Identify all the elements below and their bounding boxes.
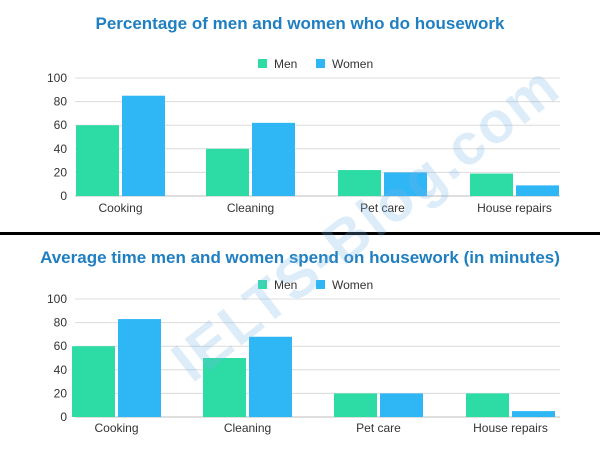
legend-label-women: Women <box>332 57 373 71</box>
legend-swatch-women <box>316 280 325 289</box>
legend-swatch-men <box>258 59 267 68</box>
x-category-label: House repairs <box>473 421 548 435</box>
legend-label-men: Men <box>274 57 297 71</box>
legend-swatch-men <box>258 280 267 289</box>
bar-men-cooking <box>76 125 119 196</box>
bar-men-cleaning <box>203 358 246 417</box>
bar-men-house-repairs <box>470 173 513 196</box>
y-tick-label: 60 <box>54 118 68 132</box>
x-category-label: House repairs <box>477 201 552 215</box>
y-tick-label: 0 <box>60 410 67 424</box>
legend-label-men: Men <box>274 278 297 292</box>
y-tick-label: 40 <box>54 142 68 156</box>
chart-panel-housework-time: Average time men and women spend on hous… <box>0 236 600 450</box>
x-category-label: Cooking <box>98 201 142 215</box>
chart-title: Average time men and women spend on hous… <box>40 248 560 267</box>
bar-chart-housework-time: 0 20 40 60 80 100 Cooking Cleaning Pet care House… <box>47 278 560 435</box>
x-category-label: Cooking <box>94 421 138 435</box>
bar-women-cooking <box>122 95 165 196</box>
bar-women-cleaning <box>252 122 295 196</box>
y-tick-label: 60 <box>54 339 68 353</box>
legend-label-women: Women <box>332 278 373 292</box>
y-tick-label: 0 <box>60 189 67 203</box>
bar-chart-housework-percentage: 0 20 40 60 80 100 Cooking Cleaning Pet care House… <box>47 57 560 215</box>
x-category-label: Cleaning <box>227 201 274 215</box>
y-tick-label: 80 <box>54 95 68 109</box>
y-tick-label: 20 <box>54 165 68 179</box>
x-category-label: Pet care <box>356 421 401 435</box>
chart-title: Percentage of men and women who do house… <box>95 14 505 33</box>
bar-women-house-repairs <box>516 185 559 196</box>
y-tick-label: 20 <box>54 386 68 400</box>
x-category-label: Cleaning <box>224 421 271 435</box>
bar-women-house-repairs <box>512 411 555 417</box>
bar-women-cooking <box>118 319 161 417</box>
y-tick-label: 100 <box>47 71 67 85</box>
y-tick-label: 80 <box>54 316 68 330</box>
x-category-label: Pet care <box>360 201 405 215</box>
legend-swatch-women <box>316 59 325 68</box>
bar-men-pet-care <box>338 170 381 196</box>
bar-men-cleaning <box>206 148 249 196</box>
y-tick-label: 100 <box>47 292 67 306</box>
chart-panel-housework-percentage: Percentage of men and women who do house… <box>47 14 560 215</box>
bar-women-pet-care <box>380 393 423 417</box>
bar-men-pet-care <box>334 393 377 417</box>
bar-men-house-repairs <box>466 393 509 417</box>
chart-divider <box>0 232 600 235</box>
bar-men-cooking <box>72 346 115 417</box>
y-tick-label: 40 <box>54 363 68 377</box>
bar-women-cleaning <box>249 336 292 417</box>
bar-women-pet-care <box>384 172 427 196</box>
